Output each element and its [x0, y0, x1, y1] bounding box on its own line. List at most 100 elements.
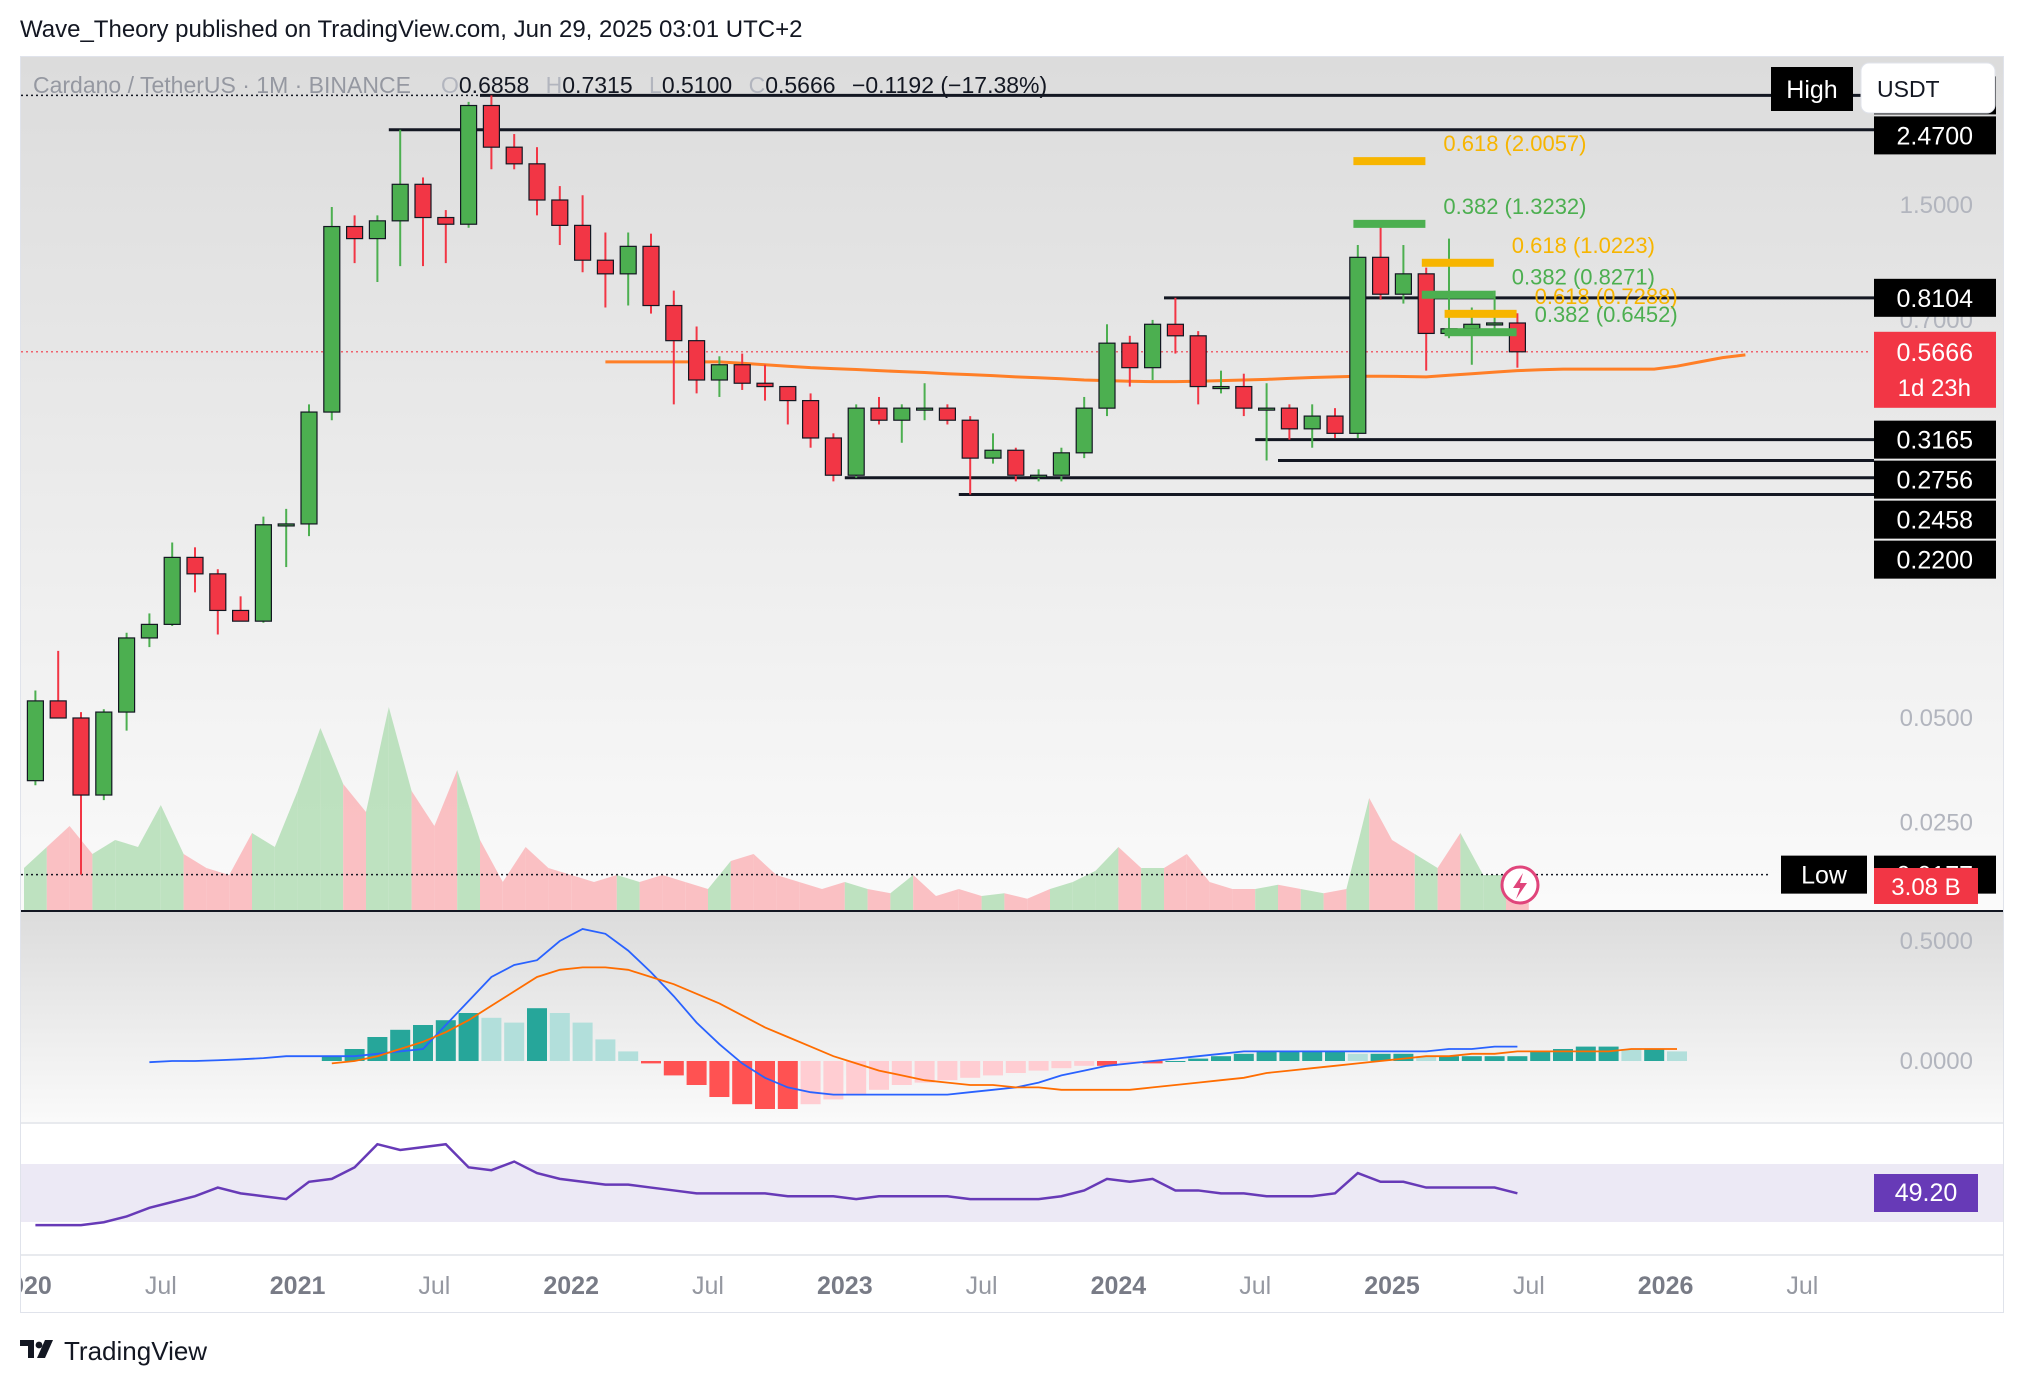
tradingview-logo-icon	[20, 1335, 56, 1367]
macd-histogram-bar	[321, 1056, 342, 1061]
volume-tag: 3.08 B	[1891, 874, 1960, 901]
candle-body	[824, 437, 843, 476]
macd-histogram-bar	[686, 1061, 707, 1085]
chart-svg[interactable]: 0.618 (2.0057) 0.382 (1.3232) 0.618 (1.022…	[21, 57, 2003, 1312]
fib-marker	[1353, 219, 1426, 228]
level-tag: 2.4700	[1897, 122, 1973, 150]
main-pane-background	[21, 57, 2003, 910]
candle-body	[300, 411, 318, 525]
volume-bar	[1072, 870, 1096, 910]
time-tick: Jul	[145, 1272, 177, 1300]
volume-bar	[1164, 854, 1187, 910]
macd-histogram-bar	[846, 1061, 867, 1095]
time-tick: 2026	[1638, 1272, 1694, 1300]
level-tag: 0.3165	[1897, 427, 1973, 455]
ohlc-c-label: C	[749, 72, 766, 98]
candle-body	[573, 224, 592, 261]
chart-frame[interactable]: 0.618 (2.0057) 0.382 (1.3232) 0.618 (1.022…	[20, 56, 2004, 1313]
candle-body	[961, 419, 979, 459]
candle-body	[1075, 407, 1093, 454]
macd-histogram-bar	[1575, 1046, 1596, 1061]
macd-layer	[149, 928, 1687, 1109]
volume-bar	[1278, 884, 1301, 910]
volume-bar	[1004, 893, 1028, 910]
volume-bar	[138, 805, 161, 910]
volume-bar	[1460, 833, 1484, 910]
candle-body	[277, 523, 295, 527]
macd-histogram-bar	[641, 1061, 661, 1064]
macd-histogram-bar	[1119, 1061, 1140, 1064]
candle-body	[346, 225, 364, 240]
macd-histogram-bar	[1416, 1056, 1437, 1061]
macd-histogram-bar	[504, 1022, 525, 1061]
candle-body	[551, 199, 569, 226]
level-tag-bg	[1874, 278, 1996, 317]
volume-bar	[936, 889, 959, 910]
fib-label: 0.382 (0.8271)	[1512, 265, 1655, 290]
fib-label: 0.618 (0.7288)	[1535, 284, 1678, 309]
ohlc-c-value: 0.5666	[765, 72, 835, 98]
rsi-band	[21, 1164, 2003, 1222]
volume-bar	[1414, 854, 1438, 910]
time-tick: 2023	[817, 1272, 873, 1300]
price-tick: 1.5000	[1900, 192, 1973, 219]
candle-body	[1166, 323, 1185, 337]
volume-bar	[206, 868, 230, 910]
volume-bar	[867, 889, 891, 910]
rsi-line	[35, 1142, 1518, 1227]
macd-histogram-bar	[435, 1020, 456, 1061]
candle-body	[323, 225, 341, 413]
volume-bar	[548, 868, 572, 910]
volume-bar	[685, 882, 708, 910]
macd-histogram-bar	[1279, 1051, 1300, 1061]
volume-bar	[160, 805, 184, 910]
currency-button[interactable]: USDT	[1877, 76, 1940, 102]
fib-marker	[1444, 328, 1517, 337]
level-tag-bg	[1874, 540, 1996, 579]
high-button-bg[interactable]	[1771, 67, 1853, 111]
volume-bar	[1346, 798, 1370, 910]
volume-bar	[799, 882, 822, 910]
candle-body	[1235, 385, 1253, 409]
candle-body	[1485, 322, 1504, 326]
macd-histogram-bar	[1325, 1051, 1345, 1061]
macd-histogram-bar	[1188, 1058, 1209, 1061]
candle-body	[642, 245, 660, 307]
macd-histogram-bar	[869, 1061, 889, 1090]
candle-body	[1417, 273, 1435, 335]
macd-histogram-bar	[595, 1039, 616, 1061]
candle-body	[596, 259, 615, 275]
current-price-tag-bg	[1874, 331, 1996, 408]
volume-bar	[616, 875, 640, 910]
macd-histogram-bar	[1028, 1061, 1049, 1071]
candle-body	[1121, 342, 1139, 369]
candle-body	[140, 623, 159, 639]
volume-bar	[1323, 889, 1347, 910]
volume-bar	[297, 728, 321, 910]
candle-body	[870, 407, 888, 421]
volume-bar	[753, 854, 777, 910]
volume-bar	[46, 826, 70, 910]
volume-tag-bg	[1874, 868, 1978, 904]
macd-histogram-bar	[1347, 1053, 1368, 1061]
lightning-icon-glyph	[1513, 873, 1527, 899]
macd-histogram-bar	[914, 1061, 935, 1083]
macd-histogram-bar	[481, 1017, 502, 1061]
volume-bar	[1209, 882, 1233, 910]
candle-body	[528, 163, 546, 201]
macd-histogram-bar	[1074, 1061, 1095, 1066]
candle-body	[1326, 415, 1344, 434]
signal-line	[331, 966, 1677, 1091]
level-tag-bg	[1874, 460, 1996, 499]
currency-button-bg[interactable]	[1860, 62, 1996, 114]
macd-histogram-bar	[1530, 1051, 1551, 1061]
fib-marker	[1444, 309, 1517, 318]
volume-bar	[708, 861, 731, 910]
volume-bar	[639, 875, 663, 910]
macd-histogram-bar	[1393, 1053, 1414, 1061]
macd-histogram-bar	[1302, 1051, 1323, 1061]
macd-histogram-bar	[549, 1013, 570, 1061]
macd-histogram-bar	[344, 1049, 365, 1061]
volume-bar	[981, 893, 1005, 910]
high-button[interactable]: High	[1786, 76, 1837, 104]
